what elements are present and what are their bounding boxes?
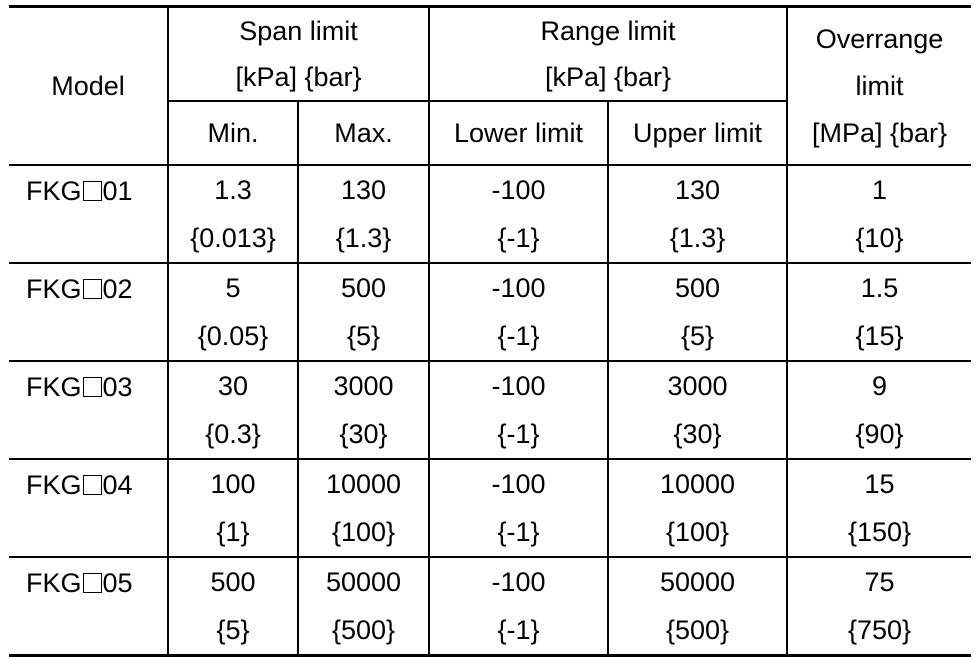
cell-min-value: 30: [167, 360, 299, 410]
cell-over-value: 1.5: [786, 262, 971, 312]
header-upper-limit: Upper limit: [607, 100, 787, 166]
cell-max-bar: {1.3}: [297, 214, 430, 264]
header-lower-limit: Lower limit: [428, 100, 609, 166]
cell-over-bar: {750}: [786, 606, 971, 657]
cell-max-value: 10000: [297, 458, 430, 508]
model-cell: FKG 03: [9, 360, 169, 459]
cell-over-value: 1: [786, 164, 971, 214]
table-row: FKG 05 500 50000 -100 50000 75: [9, 556, 971, 656]
cell-lower-bar: {-1}: [428, 606, 609, 657]
header-overrange-limit: Overrange limit [MPa] {bar}: [786, 5, 971, 166]
model-prefix: FKG: [26, 176, 82, 206]
cell-max-value: 130: [297, 164, 430, 214]
placeholder-box-icon: [82, 377, 102, 397]
header-overrange-line2: limit: [855, 70, 904, 101]
model-suffix: 01: [102, 176, 133, 206]
cell-upper-bar: {5}: [607, 312, 788, 362]
cell-over-bar: {15}: [786, 312, 971, 362]
header-span-limit: Span limit [kPa] {bar}: [167, 5, 430, 102]
cell-min-bar: {0.3}: [168, 410, 299, 460]
header-range-limit: Range limit [kPa] {bar}: [428, 5, 788, 102]
cell-upper-bar: {1.3}: [607, 214, 788, 264]
header-max: Max.: [297, 100, 430, 166]
cell-min-bar: {5}: [168, 606, 299, 657]
cell-min-value: 1.3: [167, 164, 299, 214]
cell-upper-bar: {30}: [607, 410, 788, 460]
cell-lower-value: -100: [428, 360, 609, 410]
cell-lower-value: -100: [428, 458, 609, 508]
cell-min-value: 500: [167, 556, 299, 606]
cell-upper-value: 10000: [607, 458, 788, 508]
cell-lower-value: -100: [428, 556, 609, 606]
model-prefix: FKG: [26, 568, 82, 598]
cell-over-bar: {150}: [786, 508, 971, 558]
cell-upper-value: 500: [607, 262, 788, 312]
cell-upper-value: 3000: [607, 360, 788, 410]
table-row-bar: {0.05} {5} {-1} {5} {15}: [9, 312, 971, 362]
cell-max-bar: {500}: [297, 606, 430, 657]
header-overrange-line1: Overrange: [815, 23, 944, 54]
cell-over-value: 75: [786, 556, 971, 606]
header-range-limit-unit: [kPa] {bar}: [544, 62, 672, 92]
placeholder-box-icon: [82, 279, 102, 299]
cell-lower-value: -100: [428, 262, 609, 312]
cell-min-value: 5: [167, 262, 299, 312]
cell-upper-value: 50000: [607, 556, 788, 606]
cell-over-value: 9: [786, 360, 971, 410]
spec-table-container: Model Span limit [kPa] {bar} Range limit…: [9, 5, 971, 657]
cell-max-value: 50000: [297, 556, 430, 606]
header-model: Model: [9, 5, 169, 166]
table-header: Model Span limit [kPa] {bar} Range limit…: [9, 5, 971, 166]
cell-min-bar: {0.013}: [168, 214, 299, 264]
cell-max-bar: {30}: [297, 410, 430, 460]
cell-max-value: 500: [297, 262, 430, 312]
placeholder-box-icon: [82, 573, 102, 593]
model-prefix: FKG: [26, 470, 82, 500]
cell-lower-bar: {-1}: [428, 214, 609, 264]
table-row-bar: {1} {100} {-1} {100} {150}: [9, 508, 971, 558]
cell-lower-value: -100: [428, 164, 609, 214]
cell-min-bar: {0.05}: [168, 312, 299, 362]
model-cell: FKG 01: [9, 164, 169, 263]
cell-max-bar: {5}: [297, 312, 430, 362]
table-body: FKG 01 1.3 130 -100 130 1 {0.013} {1.3} {-1} {1.3}…: [9, 164, 971, 657]
cell-lower-bar: {-1}: [428, 312, 609, 362]
cell-over-bar: {10}: [786, 214, 971, 264]
cell-max-value: 3000: [297, 360, 430, 410]
header-span-limit-title: Span limit: [239, 16, 358, 46]
cell-lower-bar: {-1}: [428, 410, 609, 460]
placeholder-box-icon: [82, 181, 102, 201]
cell-lower-bar: {-1}: [428, 508, 609, 558]
table-row: FKG 04 100 10000 -100 10000 15: [9, 458, 971, 557]
table-row-bar: {0.3} {30} {-1} {30} {90}: [9, 410, 971, 460]
model-suffix: 04: [102, 470, 133, 500]
model-cell: FKG 04: [9, 458, 169, 557]
cell-upper-value: 130: [607, 164, 788, 214]
header-min: Min.: [168, 100, 299, 166]
cell-min-bar: {1}: [168, 508, 299, 558]
cell-upper-bar: {500}: [607, 606, 788, 657]
placeholder-box-icon: [82, 475, 102, 495]
model-prefix: FKG: [26, 372, 82, 402]
model-suffix: 05: [102, 568, 133, 598]
model-suffix: 02: [102, 274, 133, 304]
table-row: FKG 03 30 3000 -100 3000 9: [9, 360, 971, 459]
model-prefix: FKG: [26, 274, 82, 304]
cell-over-bar: {90}: [786, 410, 971, 460]
model-cell: FKG 02: [9, 262, 169, 361]
table-row: FKG 02 5 500 -100 500 1.5: [9, 262, 971, 361]
spec-table: Model Span limit [kPa] {bar} Range limit…: [9, 5, 971, 657]
model-cell: FKG 05: [9, 556, 169, 656]
header-span-limit-unit: [kPa] {bar}: [235, 62, 362, 92]
header-range-limit-title: Range limit: [540, 16, 676, 46]
cell-over-value: 15: [786, 458, 971, 508]
table-row: FKG 01 1.3 130 -100 130 1: [9, 164, 971, 263]
cell-upper-bar: {100}: [607, 508, 788, 558]
cell-max-bar: {100}: [297, 508, 430, 558]
header-overrange-line3: [MPa] {bar}: [811, 117, 948, 148]
model-suffix: 03: [102, 372, 133, 402]
cell-min-value: 100: [167, 458, 299, 508]
table-row-bar: {0.013} {1.3} {-1} {1.3} {10}: [9, 214, 971, 264]
